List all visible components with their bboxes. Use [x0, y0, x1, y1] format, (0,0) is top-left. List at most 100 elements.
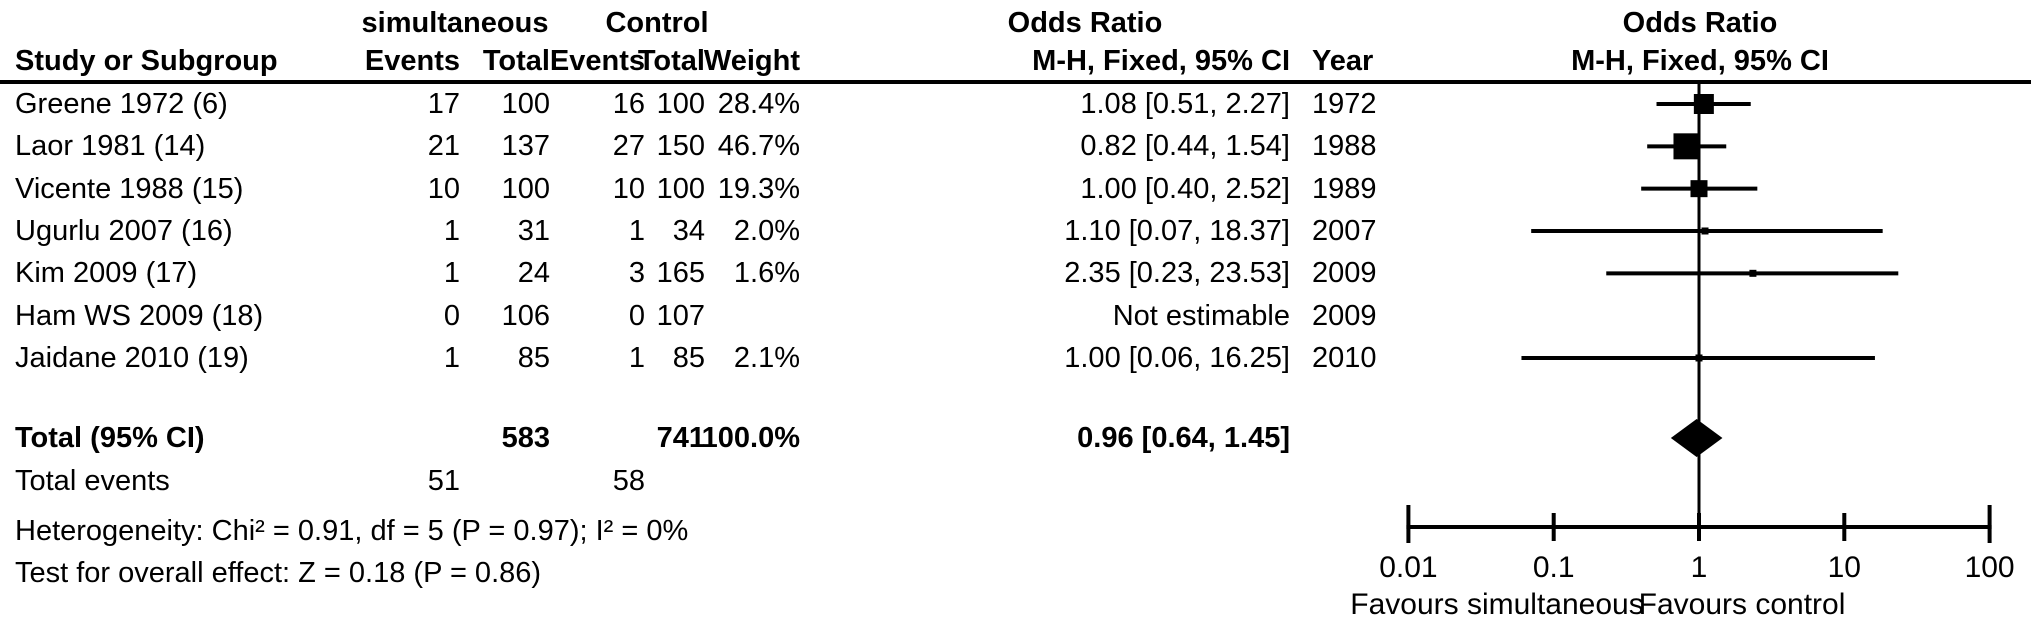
- total-weight: 100.0%: [701, 422, 800, 454]
- events-simultaneous-cell: 21: [427, 130, 460, 163]
- events-control-cell: 1: [628, 214, 645, 247]
- study-row: Kim 2009 (17) 1 24 3 165 1.6% 2.35 [0.23…: [0, 252, 2031, 294]
- events-simultaneous-cell: 1: [443, 214, 460, 247]
- group2-header: Control: [605, 7, 709, 39]
- group1-header: simultaneous: [361, 7, 549, 39]
- year-cell: 2007: [1312, 214, 1377, 247]
- odds-ratio-plot-header: Odds Ratio: [1622, 7, 1778, 39]
- total-simultaneous-cell: 100: [501, 172, 550, 205]
- study-name: Laor 1981 (14): [15, 130, 206, 163]
- col-header-total-control: Total: [637, 45, 705, 77]
- study-row: Greene 1972 (6) 17 100 16 100 28.4% 1.08…: [0, 83, 2031, 125]
- total-label: Total (95% CI): [15, 422, 205, 454]
- study-row: Jaidane 2010 (19) 1 85 1 85 2.1% 1.00 [0…: [0, 337, 2031, 379]
- col-header-events-simultaneous: Events: [364, 45, 460, 77]
- axis-tick-label: 0.01: [1379, 551, 1438, 584]
- favours-left-label: Favours simultaneous: [1350, 588, 1644, 621]
- events-control-cell: 1: [628, 341, 645, 374]
- events-simultaneous-cell: 0: [443, 299, 460, 332]
- year-cell: 1988: [1312, 130, 1377, 163]
- events-control-cell: 16: [612, 88, 645, 120]
- weight-cell: 1.6%: [733, 257, 800, 290]
- overall-effect-row: Test for overall effect: Z = 0.18 (P = 0…: [0, 552, 2031, 594]
- heterogeneity-row: Heterogeneity: Chi² = 0.91, df = 5 (P = …: [0, 510, 2031, 552]
- col-header-weight: Weight: [703, 45, 800, 77]
- study-name: Kim 2009 (17): [15, 257, 198, 290]
- total-simultaneous-cell: 137: [501, 130, 550, 163]
- or-ci-text-cell: 1.10 [0.07, 18.37]: [1064, 214, 1290, 247]
- plot-subheader-or-ci: M-H, Fixed, 95% CI: [1571, 45, 1829, 77]
- study-name: Vicente 1988 (15): [15, 172, 244, 205]
- or-ci-text-cell: 0.82 [0.44, 1.54]: [1080, 130, 1290, 163]
- axis-tick-label: 10: [1827, 551, 1861, 584]
- col-header-events-control: Events: [549, 45, 645, 77]
- study-name: Ugurlu 2007 (16): [15, 214, 233, 247]
- odds-ratio-column-header: Odds Ratio: [1007, 7, 1163, 39]
- col-header-year: Year: [1312, 45, 1374, 77]
- study-row: Ugurlu 2007 (16) 1 31 1 34 2.0% 1.10 [0.…: [0, 210, 2031, 252]
- events-simultaneous-cell: 1: [443, 341, 460, 374]
- year-cell: 2009: [1312, 257, 1377, 290]
- total-n-simultaneous: 583: [501, 422, 550, 454]
- or-ci-text-cell: 1.00 [0.40, 2.52]: [1080, 172, 1290, 205]
- col-header-or-ci: M-H, Fixed, 95% CI: [1032, 45, 1290, 77]
- total-control-cell: 150: [656, 130, 705, 163]
- header-row-groups: simultaneous Control Odds Ratio Odds Rat…: [0, 4, 2031, 42]
- events-simultaneous-cell: 1: [443, 257, 460, 290]
- events-simultaneous-cell: 17: [427, 88, 460, 120]
- weight-cell: 46.7%: [717, 130, 800, 163]
- total-n-control: 741: [656, 422, 705, 454]
- total-control-cell: 107: [656, 299, 705, 332]
- weight-cell: 19.3%: [717, 172, 800, 205]
- total-control-cell: 100: [656, 172, 705, 205]
- header-row-columns: Study or Subgroup Events Total Events To…: [0, 42, 2031, 80]
- total-control-cell: 100: [656, 88, 705, 120]
- events-control-cell: 27: [612, 130, 645, 163]
- events-control-cell: 10: [612, 172, 645, 205]
- overall-effect-text: Test for overall effect: Z = 0.18 (P = 0…: [15, 557, 542, 589]
- axis-tick-label: 0.1: [1532, 551, 1575, 584]
- year-cell: 2009: [1312, 299, 1377, 332]
- year-cell: 1989: [1312, 172, 1377, 205]
- study-name: Greene 1972 (6): [15, 88, 228, 120]
- year-cell: 1972: [1312, 88, 1377, 120]
- weight-cell: 2.1%: [733, 341, 800, 374]
- header-rule: [0, 80, 2031, 84]
- total-simultaneous-cell: 106: [501, 299, 550, 332]
- total-simultaneous-cell: 31: [517, 214, 550, 247]
- favours-right-label: Favours control: [1638, 588, 1846, 621]
- total-simultaneous-cell: 85: [517, 341, 550, 374]
- events-simultaneous-cell: 10: [427, 172, 460, 205]
- total-events-row: Total events 51 58: [0, 460, 2031, 502]
- or-ci-text-cell: 1.08 [0.51, 2.27]: [1080, 88, 1290, 120]
- total-control-cell: 165: [656, 257, 705, 290]
- total-events-control: 58: [612, 465, 645, 497]
- or-ci-text-cell: 2.35 [0.23, 23.53]: [1064, 257, 1290, 290]
- events-control-cell: 0: [628, 299, 645, 332]
- study-name: Jaidane 2010 (19): [15, 341, 249, 374]
- study-row: Vicente 1988 (15) 10 100 10 100 19.3% 1.…: [0, 168, 2031, 210]
- total-row: Total (95% CI) 583 741 100.0% 0.96 [0.64…: [0, 417, 2031, 459]
- weight-cell: 2.0%: [733, 214, 800, 247]
- study-name: Ham WS 2009 (18): [15, 299, 264, 332]
- or-ci-text-cell: Not estimable: [1112, 299, 1290, 332]
- col-header-study: Study or Subgroup: [15, 45, 278, 77]
- col-header-total-simultaneous: Total: [482, 45, 550, 77]
- study-row: Laor 1981 (14) 21 137 27 150 46.7% 0.82 …: [0, 125, 2031, 167]
- year-cell: 2010: [1312, 341, 1377, 374]
- weight-cell: 28.4%: [717, 88, 800, 120]
- total-events-label: Total events: [15, 465, 170, 497]
- heterogeneity-text: Heterogeneity: Chi² = 0.91, df = 5 (P = …: [15, 515, 689, 547]
- total-simultaneous-cell: 100: [501, 88, 550, 120]
- total-simultaneous-cell: 24: [517, 257, 550, 290]
- total-or-ci-text: 0.96 [0.64, 1.45]: [1077, 422, 1290, 454]
- total-control-cell: 85: [672, 341, 705, 374]
- or-ci-text-cell: 1.00 [0.06, 16.25]: [1064, 341, 1290, 374]
- study-row: Ham WS 2009 (18) 0 106 0 107 Not estimab…: [0, 295, 2031, 337]
- total-events-simultaneous: 51: [427, 465, 460, 497]
- events-control-cell: 3: [628, 257, 645, 290]
- axis-tick-label: 1: [1690, 551, 1708, 584]
- total-control-cell: 34: [672, 214, 705, 247]
- axis-tick-label: 100: [1964, 551, 2015, 584]
